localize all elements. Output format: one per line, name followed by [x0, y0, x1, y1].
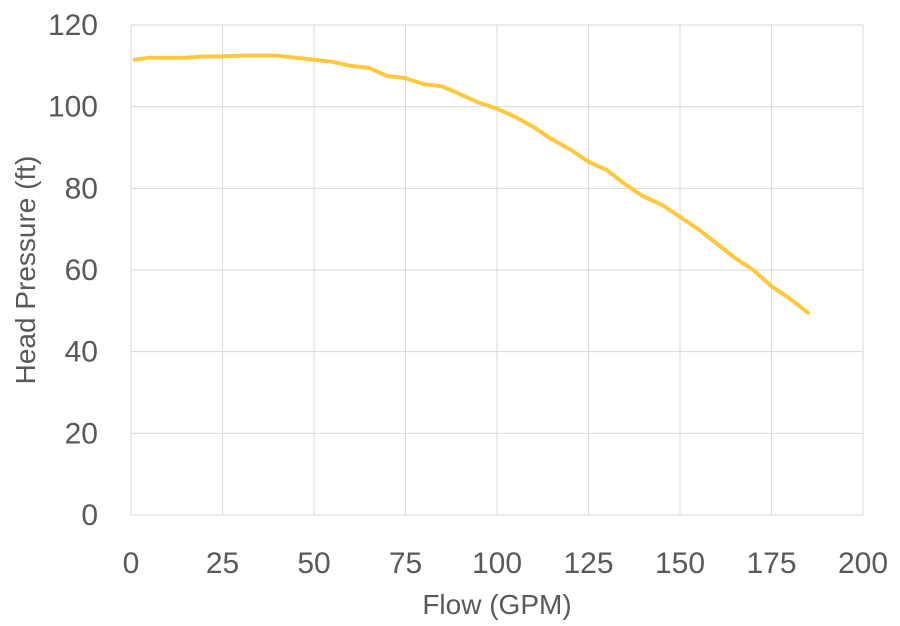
series-group: [132, 53, 811, 315]
x-tick-labels: 0 25 50 75 100 125 150 175 200: [123, 547, 888, 580]
x-axis-title: Flow (GPM): [422, 589, 571, 620]
y-axis-title: Head Pressure (ft): [10, 156, 41, 385]
x-tick-label: 150: [655, 547, 705, 580]
series-line: [132, 53, 811, 315]
y-tick-label: 60: [65, 254, 98, 287]
x-tick-label: 50: [297, 547, 330, 580]
y-tick-labels: 0 20 40 60 80 100 120: [48, 9, 98, 532]
y-tick-label: 20: [65, 417, 98, 450]
y-tick-label: 100: [48, 91, 98, 124]
x-tick-label: 75: [389, 547, 422, 580]
x-tick-label: 125: [563, 547, 613, 580]
x-tick-label: 25: [206, 547, 239, 580]
y-tick-label: 80: [65, 172, 98, 205]
y-tick-label: 0: [81, 499, 98, 532]
x-tick-label: 100: [472, 547, 522, 580]
x-tick-label: 175: [746, 547, 796, 580]
y-tick-label: 40: [65, 336, 98, 369]
y-tick-label: 120: [48, 9, 98, 42]
x-tick-label: 0: [123, 547, 140, 580]
x-tick-label: 200: [838, 547, 888, 580]
